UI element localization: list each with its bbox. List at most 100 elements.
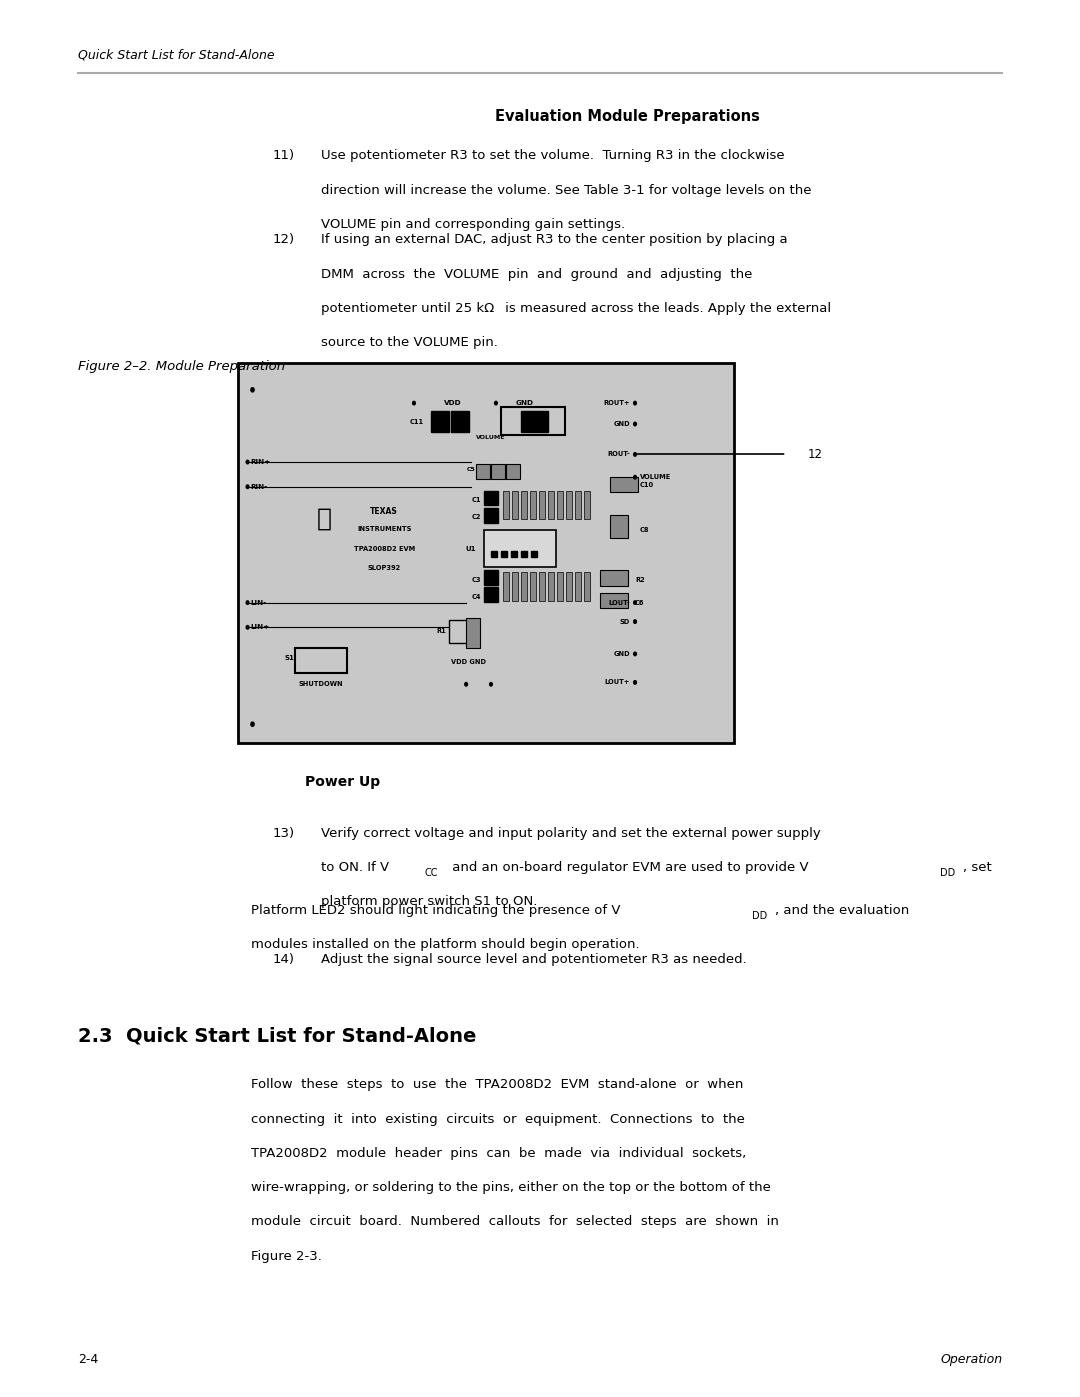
Text: S1: S1: [285, 655, 295, 661]
Bar: [522, 573, 527, 601]
Bar: [566, 490, 572, 520]
Bar: [449, 620, 468, 643]
Circle shape: [634, 680, 636, 685]
Text: ⌕: ⌕: [318, 507, 332, 531]
Text: 2.3  Quick Start List for Stand-Alone: 2.3 Quick Start List for Stand-Alone: [78, 1027, 476, 1046]
Text: C4: C4: [472, 594, 481, 599]
Text: C3: C3: [472, 577, 481, 583]
Bar: [600, 570, 627, 585]
Text: TEXAS: TEXAS: [370, 507, 399, 515]
Text: LIN+: LIN+: [251, 624, 269, 630]
Bar: [238, 363, 734, 743]
Text: GND: GND: [613, 651, 630, 657]
Text: Figure 2‑3.: Figure 2‑3.: [251, 1249, 322, 1263]
Text: C11: C11: [409, 419, 423, 425]
Circle shape: [785, 415, 846, 493]
Bar: [512, 573, 518, 601]
Text: Operation: Operation: [940, 1354, 1002, 1366]
Text: GND: GND: [613, 420, 630, 427]
Bar: [530, 552, 537, 557]
Bar: [557, 490, 563, 520]
Text: and an on-board regulator EVM are used to provide V: and an on-board regulator EVM are used t…: [448, 861, 809, 875]
Bar: [505, 464, 519, 479]
Text: CC: CC: [424, 869, 438, 879]
Circle shape: [251, 722, 254, 726]
Circle shape: [246, 626, 248, 629]
Bar: [530, 490, 536, 520]
Text: Use potentiometer R3 to set the volume.  Turning R3 in the clockwise: Use potentiometer R3 to set the volume. …: [321, 149, 784, 162]
Bar: [575, 573, 581, 601]
Text: wire-wrapping, or soldering to the pins, either on the top or the bottom of the: wire-wrapping, or soldering to the pins,…: [251, 1182, 770, 1194]
Bar: [484, 490, 498, 504]
Text: 14): 14): [272, 953, 294, 965]
Text: C10: C10: [640, 482, 654, 488]
Text: TPA2008D2 EVM: TPA2008D2 EVM: [353, 546, 415, 552]
Text: VOLUME: VOLUME: [640, 474, 672, 481]
Text: 11): 11): [272, 149, 294, 162]
Text: Adjust the signal source level and potentiometer R3 as needed.: Adjust the signal source level and poten…: [321, 953, 746, 965]
Text: LOUT+: LOUT+: [605, 679, 630, 686]
Text: DD: DD: [940, 869, 955, 879]
Circle shape: [246, 460, 248, 464]
Bar: [295, 648, 347, 673]
Text: ROUT-: ROUT-: [607, 451, 630, 457]
Text: SHUTDOWN: SHUTDOWN: [299, 682, 343, 687]
Bar: [491, 464, 504, 479]
Text: module  circuit  board.  Numbered  callouts  for  selected  steps  are  shown  i: module circuit board. Numbered callouts …: [251, 1215, 779, 1228]
Bar: [503, 490, 510, 520]
Circle shape: [251, 388, 254, 393]
Circle shape: [413, 401, 416, 405]
Text: C1: C1: [472, 497, 481, 503]
Bar: [584, 573, 590, 601]
Text: GND: GND: [516, 400, 534, 407]
Circle shape: [634, 475, 636, 479]
Text: VDD GND: VDD GND: [451, 658, 486, 665]
Bar: [584, 490, 590, 520]
Bar: [484, 531, 555, 567]
Bar: [521, 411, 548, 432]
Text: TPA2008D2  module  header  pins  can  be  made  via  individual  sockets,: TPA2008D2 module header pins can be made…: [251, 1147, 746, 1160]
Text: Verify correct voltage and input polarity and set the external power supply: Verify correct voltage and input polarit…: [321, 827, 821, 840]
Bar: [431, 411, 449, 432]
Bar: [600, 594, 627, 608]
Bar: [539, 573, 545, 601]
Bar: [503, 573, 510, 601]
Bar: [467, 617, 480, 648]
Circle shape: [489, 683, 492, 686]
Circle shape: [495, 401, 497, 405]
Bar: [610, 515, 627, 538]
Circle shape: [634, 422, 636, 426]
Text: Platform LED2 should light indicating the presence of V: Platform LED2 should light indicating th…: [251, 904, 620, 916]
Bar: [491, 552, 497, 557]
Bar: [549, 490, 554, 520]
Text: potentiometer until 25 kΩ  is measured across the leads. Apply the external: potentiometer until 25 kΩ is measured ac…: [321, 302, 831, 314]
Text: Evaluation Module Preparations: Evaluation Module Preparations: [495, 109, 760, 124]
Text: VOLUME: VOLUME: [476, 434, 505, 440]
Circle shape: [634, 401, 636, 405]
Circle shape: [464, 683, 468, 686]
Text: direction will increase the volume. See Table 3‑1 for voltage levels on the: direction will increase the volume. See …: [321, 184, 811, 197]
Circle shape: [246, 485, 248, 489]
Text: DD: DD: [752, 911, 767, 921]
Text: 12): 12): [272, 233, 294, 246]
Bar: [484, 570, 498, 585]
Text: Quick Start List for Stand-Alone: Quick Start List for Stand-Alone: [78, 49, 274, 61]
Text: RIN+: RIN+: [251, 460, 270, 465]
Circle shape: [634, 652, 636, 655]
Text: If using an external DAC, adjust R3 to the center position by placing a: If using an external DAC, adjust R3 to t…: [321, 233, 787, 246]
Text: 13): 13): [272, 827, 294, 840]
Text: R2: R2: [635, 577, 645, 583]
Text: source to the VOLUME pin.: source to the VOLUME pin.: [321, 337, 498, 349]
Bar: [610, 478, 637, 492]
Text: ROUT+: ROUT+: [604, 400, 630, 407]
Bar: [512, 490, 518, 520]
Bar: [549, 573, 554, 601]
Bar: [522, 490, 527, 520]
Text: connecting  it  into  existing  circuits  or  equipment.  Connections  to  the: connecting it into existing circuits or …: [251, 1112, 744, 1126]
Text: VDD: VDD: [444, 400, 461, 407]
Text: modules installed on the platform should begin operation.: modules installed on the platform should…: [251, 939, 639, 951]
Bar: [476, 464, 490, 479]
Text: , set: , set: [963, 861, 993, 875]
Bar: [557, 573, 563, 601]
Bar: [484, 587, 498, 602]
